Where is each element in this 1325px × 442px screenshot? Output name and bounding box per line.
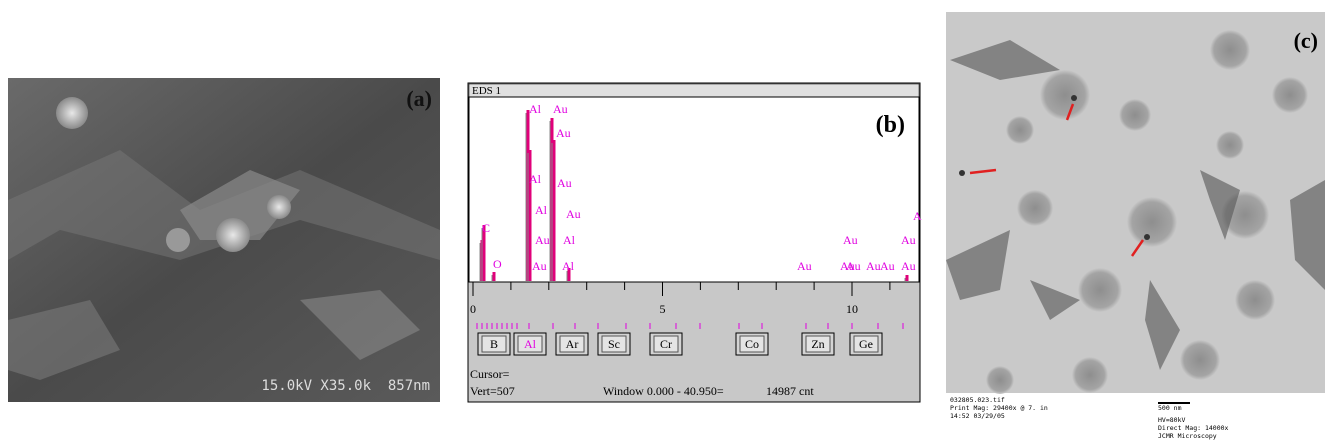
direct-mag: Direct Mag: 14000x xyxy=(1158,424,1229,432)
element-button-label: Sc xyxy=(608,337,620,351)
peak-label: Au xyxy=(535,233,550,247)
spectrum-peak xyxy=(553,140,556,281)
element-button-label: Ge xyxy=(859,337,873,351)
spectrum-peak xyxy=(493,272,496,281)
peak-label: C xyxy=(482,221,490,235)
window-title: EDS 1 xyxy=(472,85,501,97)
peak-label: Au xyxy=(557,176,572,190)
element-button-label: Ar xyxy=(566,337,579,351)
window-text: Window 0.000 - 40.950= xyxy=(603,384,724,398)
peak-label: Al xyxy=(529,172,542,186)
peak-label: A xyxy=(913,209,922,223)
cursor-text: Cursor= xyxy=(470,367,510,381)
element-button-label: Zn xyxy=(811,337,824,351)
peak-label: Al xyxy=(563,233,576,247)
peak-label: Au xyxy=(532,259,547,273)
counts-text: 14987 cnt xyxy=(766,384,814,398)
element-button-label: Co xyxy=(745,337,759,351)
peak-label: Au xyxy=(843,233,858,247)
peak-label: Au xyxy=(901,259,916,273)
peak-label: Al xyxy=(535,203,548,217)
time-text: 14:52 03/29/05 xyxy=(950,412,1005,420)
peak-label: Au xyxy=(556,126,571,140)
peak-label: Au xyxy=(901,233,916,247)
panel-label: (b) xyxy=(876,112,905,138)
element-button-label: Cr xyxy=(660,337,672,351)
peak-label: Au xyxy=(797,259,812,273)
facility-text: JCMR Microscopy xyxy=(1158,432,1217,440)
panel-label: (a) xyxy=(406,86,432,111)
peak-label: Au xyxy=(566,207,581,221)
print-mag: Print Mag: 29400x @ 7. in xyxy=(950,404,1048,412)
element-button-label: Al xyxy=(524,337,537,351)
tick-label: 0 xyxy=(470,302,476,316)
peak-label: Au xyxy=(846,259,861,273)
peak-label: Al xyxy=(529,102,542,116)
scale-bar-text: 15.0kV X35.0k 857nm xyxy=(261,378,430,394)
scale-text: 500 nm xyxy=(1158,404,1182,412)
tem-image: (c) 032805.023.tif Print Mag: 29400x @ 7… xyxy=(946,12,1325,440)
peak-label: Au xyxy=(866,259,881,273)
tick-label: 10 xyxy=(846,302,858,316)
hv-text: HV=80kV xyxy=(1158,416,1185,424)
element-button-label: B xyxy=(490,337,498,351)
spectrum-peak xyxy=(906,275,909,281)
peak-label: Au xyxy=(880,259,895,273)
peak-label: Au xyxy=(553,102,568,116)
vert-text: Vert=507 xyxy=(470,384,515,398)
peak-label: Al xyxy=(562,259,575,273)
panel-label: (c) xyxy=(1294,28,1318,53)
tick-label: 5 xyxy=(660,302,666,316)
figure: (a) 15.0kV X35.0k 857nm EDS 1 (b) Cursor… xyxy=(0,0,1325,442)
sem-image: (a) 15.0kV X35.0k 857nm xyxy=(8,78,440,402)
file-text: 032805.023.tif xyxy=(950,396,1005,404)
peak-label: O xyxy=(493,257,502,271)
